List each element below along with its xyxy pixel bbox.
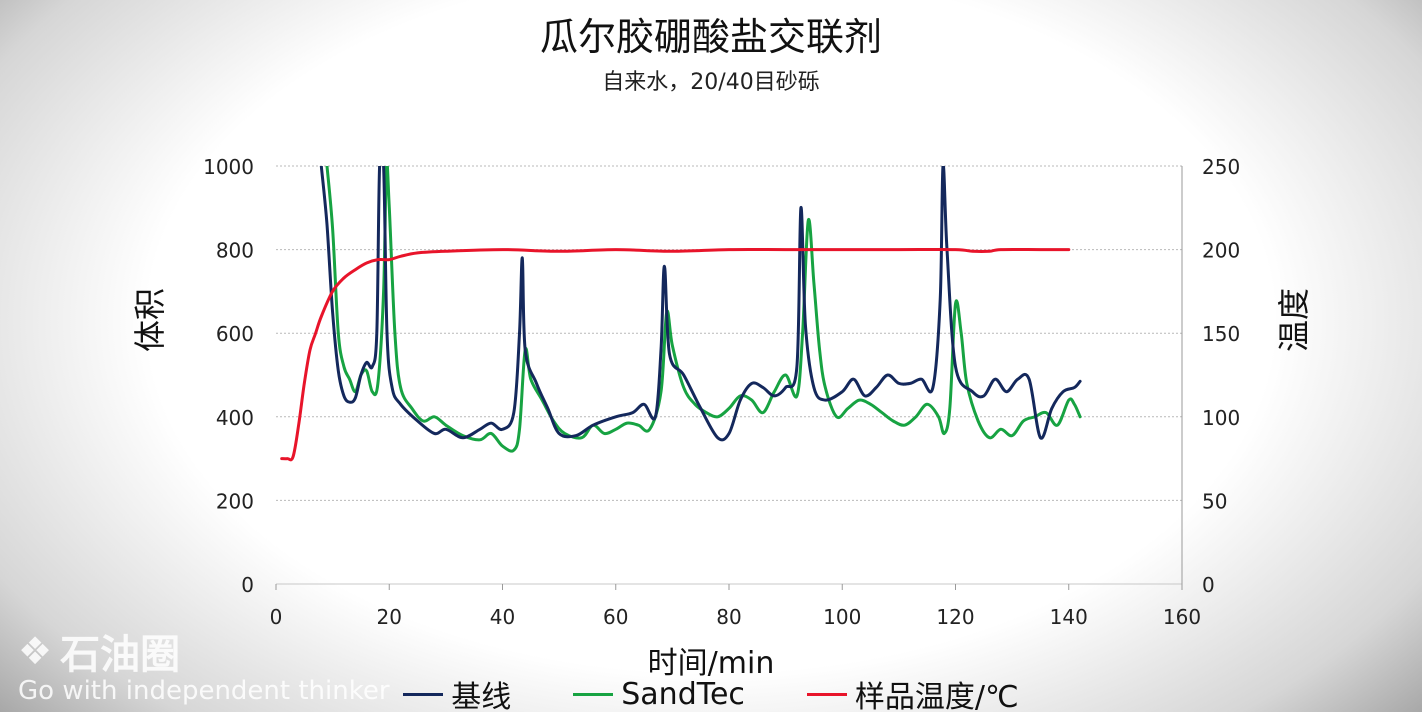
y-right-tick-200: 200 — [1202, 239, 1240, 263]
chart-subtitle: 自来水，20/40目砂砾 — [602, 70, 820, 95]
x-tick-20: 20 — [377, 605, 402, 629]
series-lines — [280, 166, 1082, 462]
y-axis-right-label: 温度 — [1275, 287, 1313, 353]
chart-title: 瓜尔胶硼酸盐交联剂 — [539, 15, 882, 59]
legend: 基线 SandTec 样品温度/℃ — [0, 672, 1422, 712]
x-tick-160: 160 — [1163, 605, 1201, 629]
x-tick-0: 0 — [270, 605, 283, 629]
y-left-tick-800: 800 — [216, 239, 254, 263]
tick-labels: 0 200 400 600 800 1000 0 50 100 150 200 250 0 20 40 60 8… — [203, 155, 1240, 629]
legend-swatch-sandtec — [573, 692, 614, 696]
series-line-temperature — [280, 247, 1071, 462]
y-right-tick-100: 100 — [1202, 406, 1240, 430]
y-left-tick-0: 0 — [241, 573, 254, 597]
legend-label-sandtec: SandTec — [621, 676, 745, 712]
x-tick-100: 100 — [823, 605, 861, 629]
y-left-tick-1000: 1000 — [203, 155, 254, 179]
series-line-baseline — [319, 166, 1082, 442]
y-left-tick-400: 400 — [216, 406, 254, 430]
x-tick-140: 140 — [1050, 605, 1088, 629]
series-line-sandtec — [325, 166, 1082, 453]
legend-swatch-baseline — [403, 692, 444, 696]
x-tick-60: 60 — [603, 605, 628, 629]
watermark: ❖ 石油圈 Go with independent thinker — [18, 622, 390, 706]
y-left-tick-200: 200 — [216, 489, 254, 513]
legend-item-sandtec: SandTec — [573, 672, 745, 712]
legend-item-baseline: 基线 — [403, 672, 511, 712]
x-tick-120: 120 — [936, 605, 974, 629]
y-right-tick-0: 0 — [1202, 573, 1215, 597]
y-axis-left-label: 体积 — [131, 287, 169, 353]
axes — [275, 166, 1183, 590]
wechat-icon: ❖ — [18, 629, 53, 673]
legend-item-temperature: 样品温度/℃ — [806, 672, 1019, 712]
y-right-tick-150: 150 — [1202, 322, 1240, 346]
legend-label-temperature: 样品温度/℃ — [854, 680, 1019, 712]
y-right-tick-50: 50 — [1202, 489, 1227, 513]
legend-swatch-temperature — [806, 692, 847, 696]
y-left-tick-600: 600 — [216, 322, 254, 346]
watermark-slogan: Go with independent thinker — [18, 676, 390, 706]
watermark-logo-text: 石油圈 — [60, 632, 181, 678]
watermark-logo: ❖ 石油圈 — [18, 622, 390, 680]
gridlines — [276, 165, 1182, 501]
legend-label-baseline: 基线 — [451, 680, 512, 712]
x-tick-80: 80 — [716, 605, 741, 629]
y-right-tick-250: 250 — [1202, 155, 1240, 179]
x-axis-label: 时间/min — [647, 646, 775, 681]
x-tick-40: 40 — [490, 605, 515, 629]
